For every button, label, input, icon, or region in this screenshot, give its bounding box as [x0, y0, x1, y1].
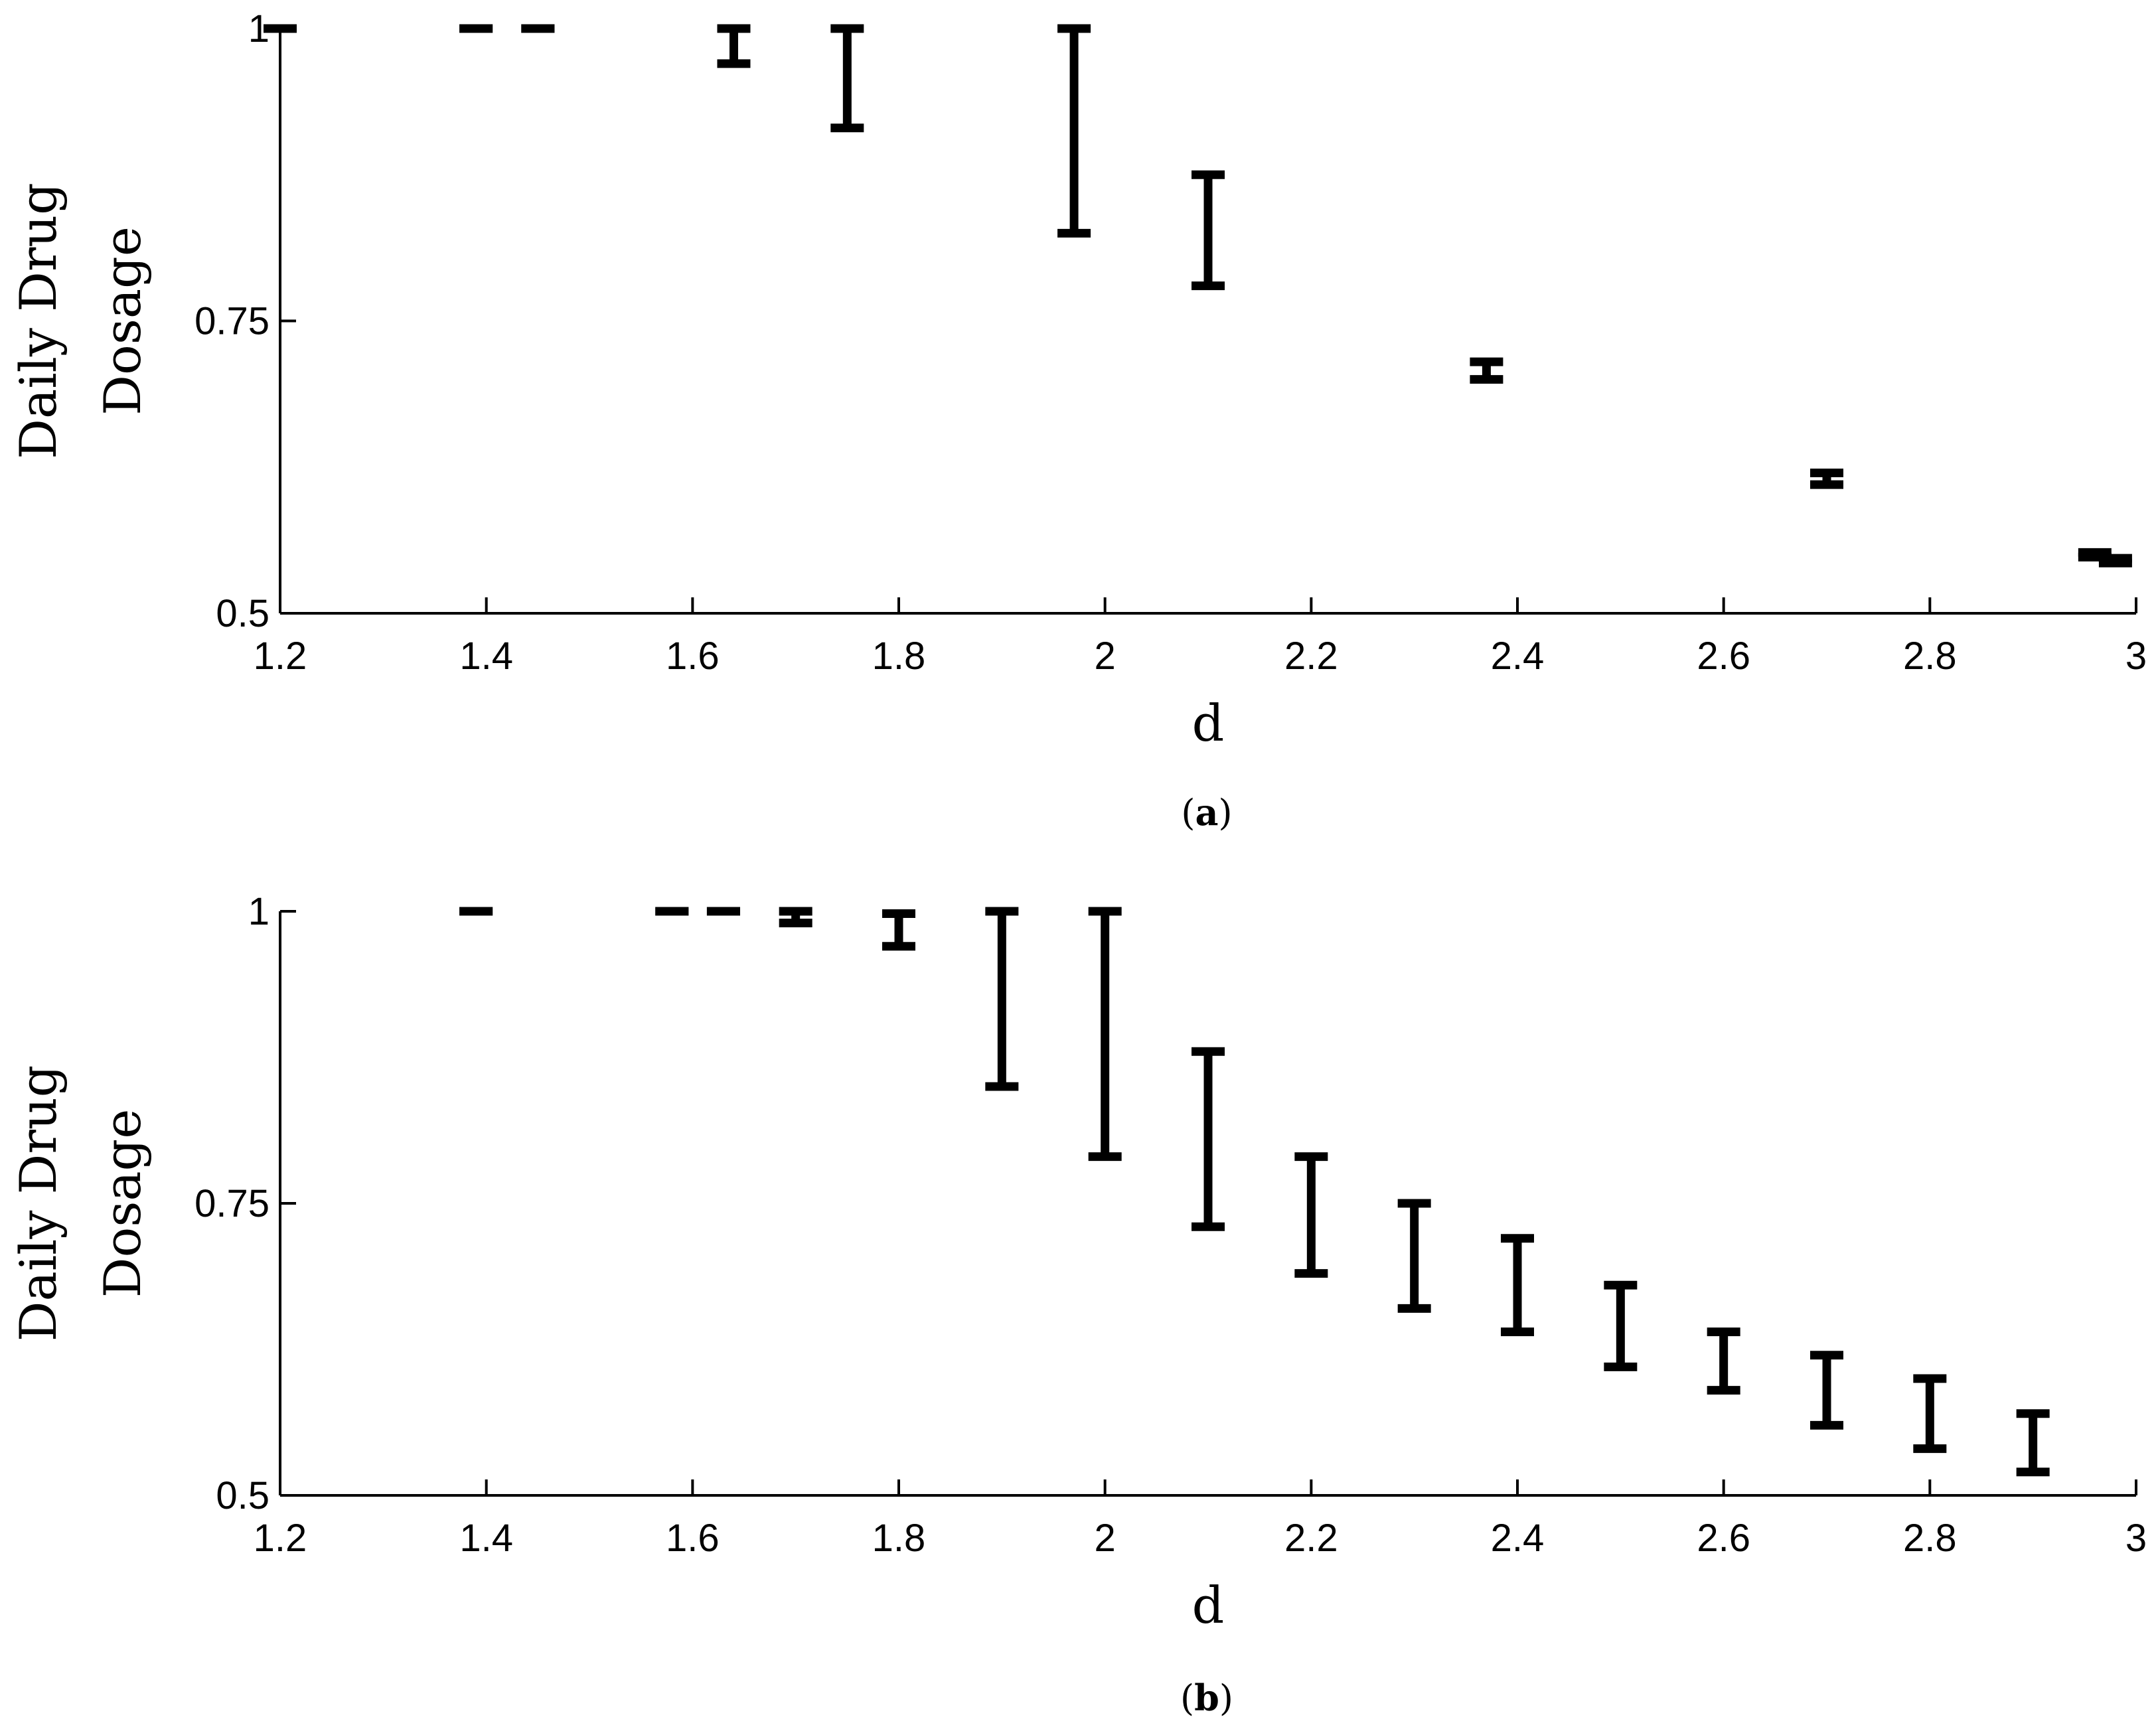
y-tick-label: 0.5 [216, 1474, 270, 1517]
error-bar [1707, 1327, 1740, 1395]
error-bar [1810, 1351, 1843, 1430]
x-tick-label: 1.6 [666, 635, 720, 678]
x-tick-label: 1.2 [254, 635, 307, 678]
x-tick-label: 1.6 [666, 1517, 720, 1560]
error-bar [1913, 1374, 1947, 1454]
x-tick-label: 2.2 [1284, 635, 1338, 678]
x-tick-label: 2.8 [1903, 635, 1957, 678]
error-bar [2098, 554, 2132, 567]
x-tick-label: 2 [1095, 1517, 1116, 1560]
panel-b: 1.2 1.4 1.6 1.8 2 2.2 2.4 2.6 2.8 3 0.5 0.75 1 d Daily… [9, 890, 2147, 1719]
error-bar [1397, 1199, 1431, 1313]
x-tick-label: 2 [1095, 635, 1116, 678]
error-bar [2016, 1409, 2050, 1477]
x-tick-label: 2.4 [1491, 1517, 1545, 1560]
x-tick-label: 2.2 [1284, 1517, 1338, 1560]
error-bar [882, 909, 915, 951]
error-bar [985, 907, 1019, 1091]
x-axis-label: d [1192, 1576, 1225, 1635]
panel-caption: (a) [1181, 791, 1232, 834]
y-axis-label-line2: Dosage [93, 1109, 152, 1298]
x-tick-label: 1.4 [459, 1517, 513, 1560]
panel-caption-letter: a [1195, 791, 1219, 834]
x-tick-label: 2.4 [1491, 635, 1545, 678]
error-bar [717, 24, 751, 68]
y-tick-label: 0.5 [216, 592, 270, 635]
panel-caption-letter: b [1194, 1677, 1219, 1719]
x-tick-label: 3 [2125, 635, 2147, 678]
x-tick-label: 2.6 [1697, 635, 1750, 678]
error-bar [1470, 357, 1503, 384]
x-tick-label: 2.6 [1697, 1517, 1750, 1560]
y-tick-label: 0.75 [194, 300, 270, 343]
error-bar [1057, 24, 1091, 238]
x-tick-label: 2.8 [1903, 1517, 1957, 1560]
error-bar [1810, 469, 1843, 489]
y-axis-label-line1: Daily Drug [9, 183, 68, 459]
x-tick-label: 1.2 [254, 1517, 307, 1560]
panel-caption: (b) [1180, 1677, 1233, 1719]
error-bar [830, 24, 864, 133]
x-axis-label: d [1192, 694, 1225, 753]
panel-a: 1.2 1.4 1.6 1.8 2 2.2 2.4 2.6 2.8 30.50.751dDaily… [9, 7, 2147, 834]
error-bar [1501, 1234, 1534, 1337]
error-bar [1604, 1280, 1638, 1371]
error-bar [1192, 1047, 1225, 1231]
y-tick-label: 1 [248, 890, 270, 933]
error-bar [1294, 1152, 1328, 1278]
x-tick-label: 1.8 [872, 1517, 926, 1560]
x-tick-label: 3 [2125, 1517, 2147, 1560]
x-tick-label: 1.4 [459, 635, 513, 678]
y-axis-label-line2: Dosage [93, 226, 152, 415]
y-tick-label: 0.75 [194, 1182, 270, 1225]
x-tick-label: 1.8 [872, 635, 926, 678]
y-axis-label-line1: Daily Drug [9, 1065, 68, 1342]
error-bar [779, 907, 812, 928]
error-bar [1088, 907, 1122, 1162]
error-bar [1192, 170, 1225, 291]
